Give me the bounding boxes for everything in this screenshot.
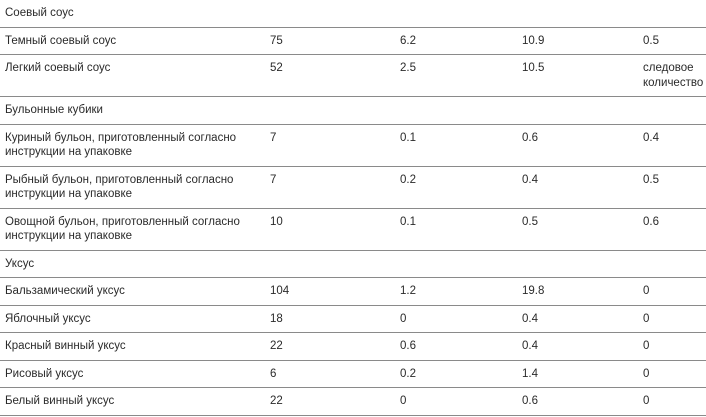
data-row: Рисовый уксус 6 0.2 1.4 0 [0,360,706,388]
value-cell: 10 [265,208,395,251]
value-cell: 0.1 [395,124,517,167]
value-cell: 7 [265,124,395,167]
value-cell: 0.6 [395,332,517,361]
data-row: Овощной бульон, приготовленный согласно … [0,208,706,251]
value-cell: 0.4 [517,332,638,361]
section-row: Соевый соус [0,0,706,28]
value-cell: 22 [265,387,395,416]
value-cell: 0.4 [517,166,638,209]
value-cell: 1.4 [517,360,638,388]
item-name: Темный соевый соус [0,27,265,55]
data-row: Легкий соевый соус 52 2.5 10.5 следовое коли… [0,54,706,97]
section-row: Бульонные кубики [0,96,706,125]
value-cell: 0 [638,387,706,416]
item-name: Рыбный бульон, приготовленный согласно и… [0,166,265,209]
data-row: Белый винный уксус 22 0 0.6 0 [0,387,706,416]
value-cell: 0.2 [395,360,517,388]
item-name: Белый винный уксус [0,387,265,416]
value-cell: 75 [265,27,395,55]
data-row: Темный соевый соус 75 6.2 10.9 0.5 [0,27,706,55]
value-cell: 104 [265,277,395,306]
section-title: Бульонные кубики [0,96,706,125]
data-row: Куриный бульон, приготовленный согласно … [0,124,706,167]
value-cell: 1.2 [395,277,517,306]
value-cell: 10.5 [517,54,638,97]
value-cell: 2.5 [395,54,517,97]
value-cell: 0.1 [395,208,517,251]
data-row: Красный винный уксус 22 0.6 0.4 0 [0,332,706,361]
value-cell: 0 [638,305,706,333]
item-name: Овощной бульон, приготовленный согласно … [0,208,265,251]
value-cell: 0 [395,305,517,333]
data-row: Яблочный уксус 18 0 0.4 0 [0,305,706,333]
value-cell: 0.6 [517,124,638,167]
value-cell: 6.2 [395,27,517,55]
value-cell: 10.9 [517,27,638,55]
value-cell: 0.6 [517,387,638,416]
value-cell: 19.8 [517,277,638,306]
item-name: Яблочный уксус [0,305,265,333]
section-row: Уксус [0,250,706,278]
data-row: Бальзамический уксус 104 1.2 19.8 0 [0,277,706,306]
value-cell: 0 [638,277,706,306]
section-title: Соевый соус [0,0,706,28]
value-cell: 0.5 [517,208,638,251]
value-cell: 0 [395,387,517,416]
value-cell: 6 [265,360,395,388]
value-cell: 0.4 [638,124,706,167]
value-cell: 0.5 [638,27,706,55]
value-cell: 0.6 [638,208,706,251]
item-name: Куриный бульон, приготовленный согласно … [0,124,265,167]
value-cell: 0 [638,360,706,388]
data-row: Рыбный бульон, приготовленный согласно и… [0,166,706,209]
section-title: Уксус [0,250,706,278]
value-cell: 18 [265,305,395,333]
item-name: Рисовый уксус [0,360,265,388]
value-cell: следовое количество [638,54,706,97]
value-cell: 0 [638,332,706,361]
item-name: Легкий соевый соус [0,54,265,97]
value-cell: 0.5 [638,166,706,209]
value-cell: 52 [265,54,395,97]
item-name: Бальзамический уксус [0,277,265,306]
value-cell: 22 [265,332,395,361]
value-cell: 7 [265,166,395,209]
value-cell: 0.2 [395,166,517,209]
value-cell: 0.4 [517,305,638,333]
item-name: Красный винный уксус [0,332,265,361]
